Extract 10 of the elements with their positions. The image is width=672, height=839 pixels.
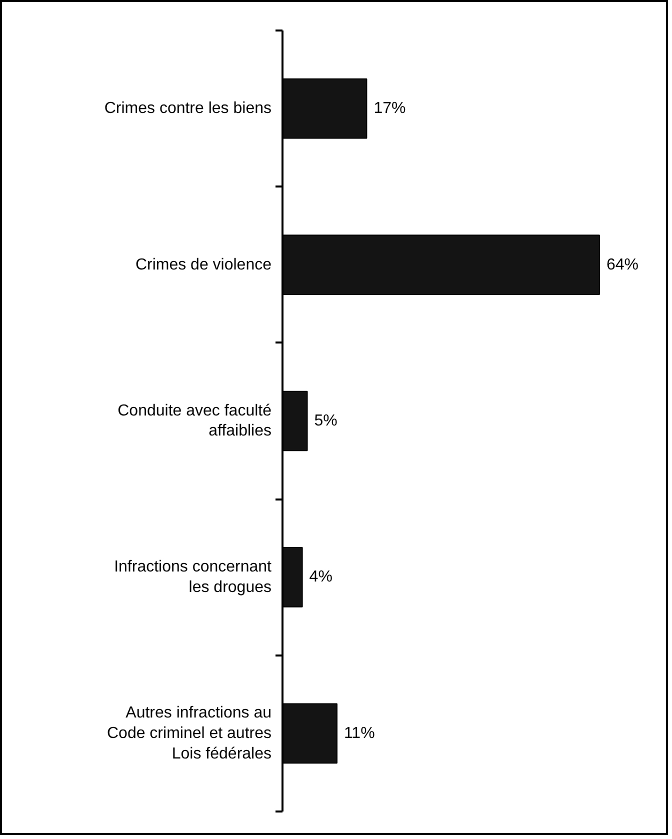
y-tick-label: Crimes de violence (135, 256, 272, 274)
y-tick-label: Conduite avec faculté affaiblies (118, 402, 272, 440)
data-label: 4% (309, 568, 332, 586)
y-tick-label: Crimes contre les biens (104, 100, 272, 118)
data-label: 17% (374, 100, 406, 118)
data-label: 11% (344, 724, 375, 742)
y-tick-label: Infractions concernant les drogues (114, 558, 272, 596)
data-label: 5% (314, 412, 338, 430)
data-label: 64% (606, 256, 638, 274)
y-tick-label: Autres infractions au Code criminel et autres Lois fédérales (106, 704, 272, 762)
